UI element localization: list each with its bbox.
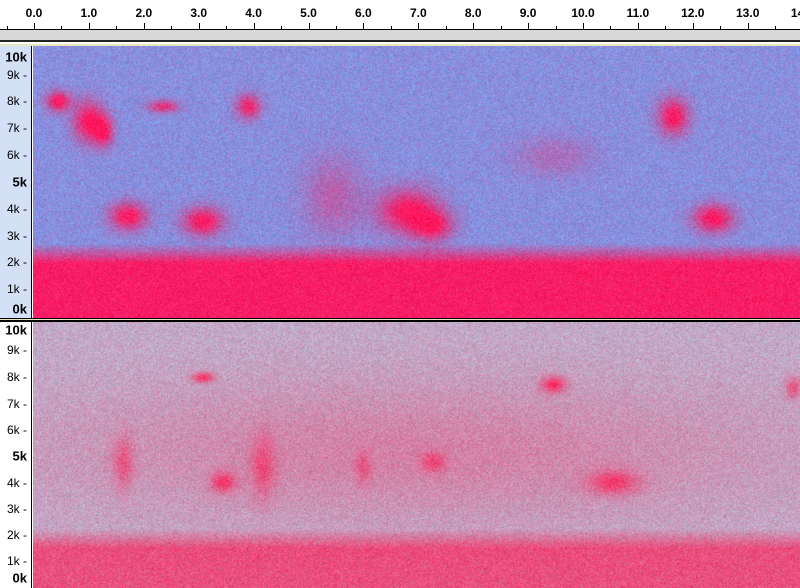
time-label: 14.0 <box>791 6 800 20</box>
frequency-label: 9k - <box>7 343 27 357</box>
time-label: 13.0 <box>736 6 759 20</box>
timeline-scrub-bar[interactable] <box>0 30 800 42</box>
frequency-label: 8k - <box>7 370 27 384</box>
frequency-axis[interactable]: 10k 9k - 8k - 7k - 6k - 5k 4k - 3k - 2k - 1k - 0k <box>0 46 32 318</box>
major-tick <box>528 23 529 30</box>
time-label: 3.0 <box>190 6 207 20</box>
major-tick <box>748 23 749 30</box>
major-tick <box>309 23 310 30</box>
major-tick <box>583 23 584 30</box>
major-tick <box>89 23 90 30</box>
time-label: 0.0 <box>26 6 43 20</box>
frequency-label: 3k - <box>7 502 27 516</box>
frequency-label: 1k - <box>7 554 27 568</box>
frequency-axis[interactable]: 10k 9k - 8k - 7k - 6k - 5k 4k - 3k - 2k - 1k - 0k <box>0 322 32 588</box>
major-tick <box>144 23 145 30</box>
frequency-label: 2k - <box>7 528 27 542</box>
spectrogram-track-upper[interactable]: 10k 9k - 8k - 7k - 6k - 5k 4k - 3k - 2k - 1k - 0k <box>0 46 800 318</box>
frequency-label: 8k - <box>7 94 27 108</box>
frequency-label: 10k <box>5 50 27 65</box>
frequency-label: 6k - <box>7 423 27 437</box>
major-tick <box>199 23 200 30</box>
time-label: 4.0 <box>245 6 262 20</box>
spectrogram-canvas[interactable] <box>33 46 800 318</box>
frequency-label: 6k - <box>7 148 27 162</box>
timeline-ruler[interactable]: 0.0 1.0 2.0 3.0 4.0 5.0 6.0 7.0 8.0 9.0 10.0 11.0 12… <box>0 0 800 30</box>
time-label: 7.0 <box>410 6 427 20</box>
major-tick <box>254 23 255 30</box>
frequency-label: 7k - <box>7 121 27 135</box>
time-label: 6.0 <box>355 6 372 20</box>
frequency-label: 3k - <box>7 229 27 243</box>
frequency-label: 9k - <box>7 68 27 82</box>
time-label: 9.0 <box>520 6 537 20</box>
major-tick <box>418 23 419 30</box>
frequency-label: 0k <box>13 302 27 317</box>
time-label: 5.0 <box>300 6 317 20</box>
time-label: 12.0 <box>681 6 704 20</box>
spectrogram-track-lower[interactable]: 10k 9k - 8k - 7k - 6k - 5k 4k - 3k - 2k - 1k - 0k <box>0 322 800 588</box>
time-label: 1.0 <box>81 6 98 20</box>
frequency-label: 0k <box>13 571 27 586</box>
frequency-label: 7k - <box>7 397 27 411</box>
frequency-label: 5k <box>13 175 27 190</box>
frequency-label: 4k - <box>7 202 27 216</box>
time-label: 8.0 <box>465 6 482 20</box>
frequency-label: 2k - <box>7 255 27 269</box>
time-label: 11.0 <box>627 6 650 20</box>
major-tick <box>638 23 639 30</box>
major-tick <box>34 23 35 30</box>
spectrogram-canvas[interactable] <box>33 322 800 588</box>
frequency-label: 5k <box>13 449 27 464</box>
time-label: 10.0 <box>571 6 594 20</box>
major-tick <box>363 23 364 30</box>
frequency-label: 1k - <box>7 282 27 296</box>
major-tick <box>693 23 694 30</box>
frequency-label: 10k <box>5 323 27 338</box>
frequency-label: 4k - <box>7 476 27 490</box>
time-label: 2.0 <box>135 6 152 20</box>
major-tick <box>473 23 474 30</box>
